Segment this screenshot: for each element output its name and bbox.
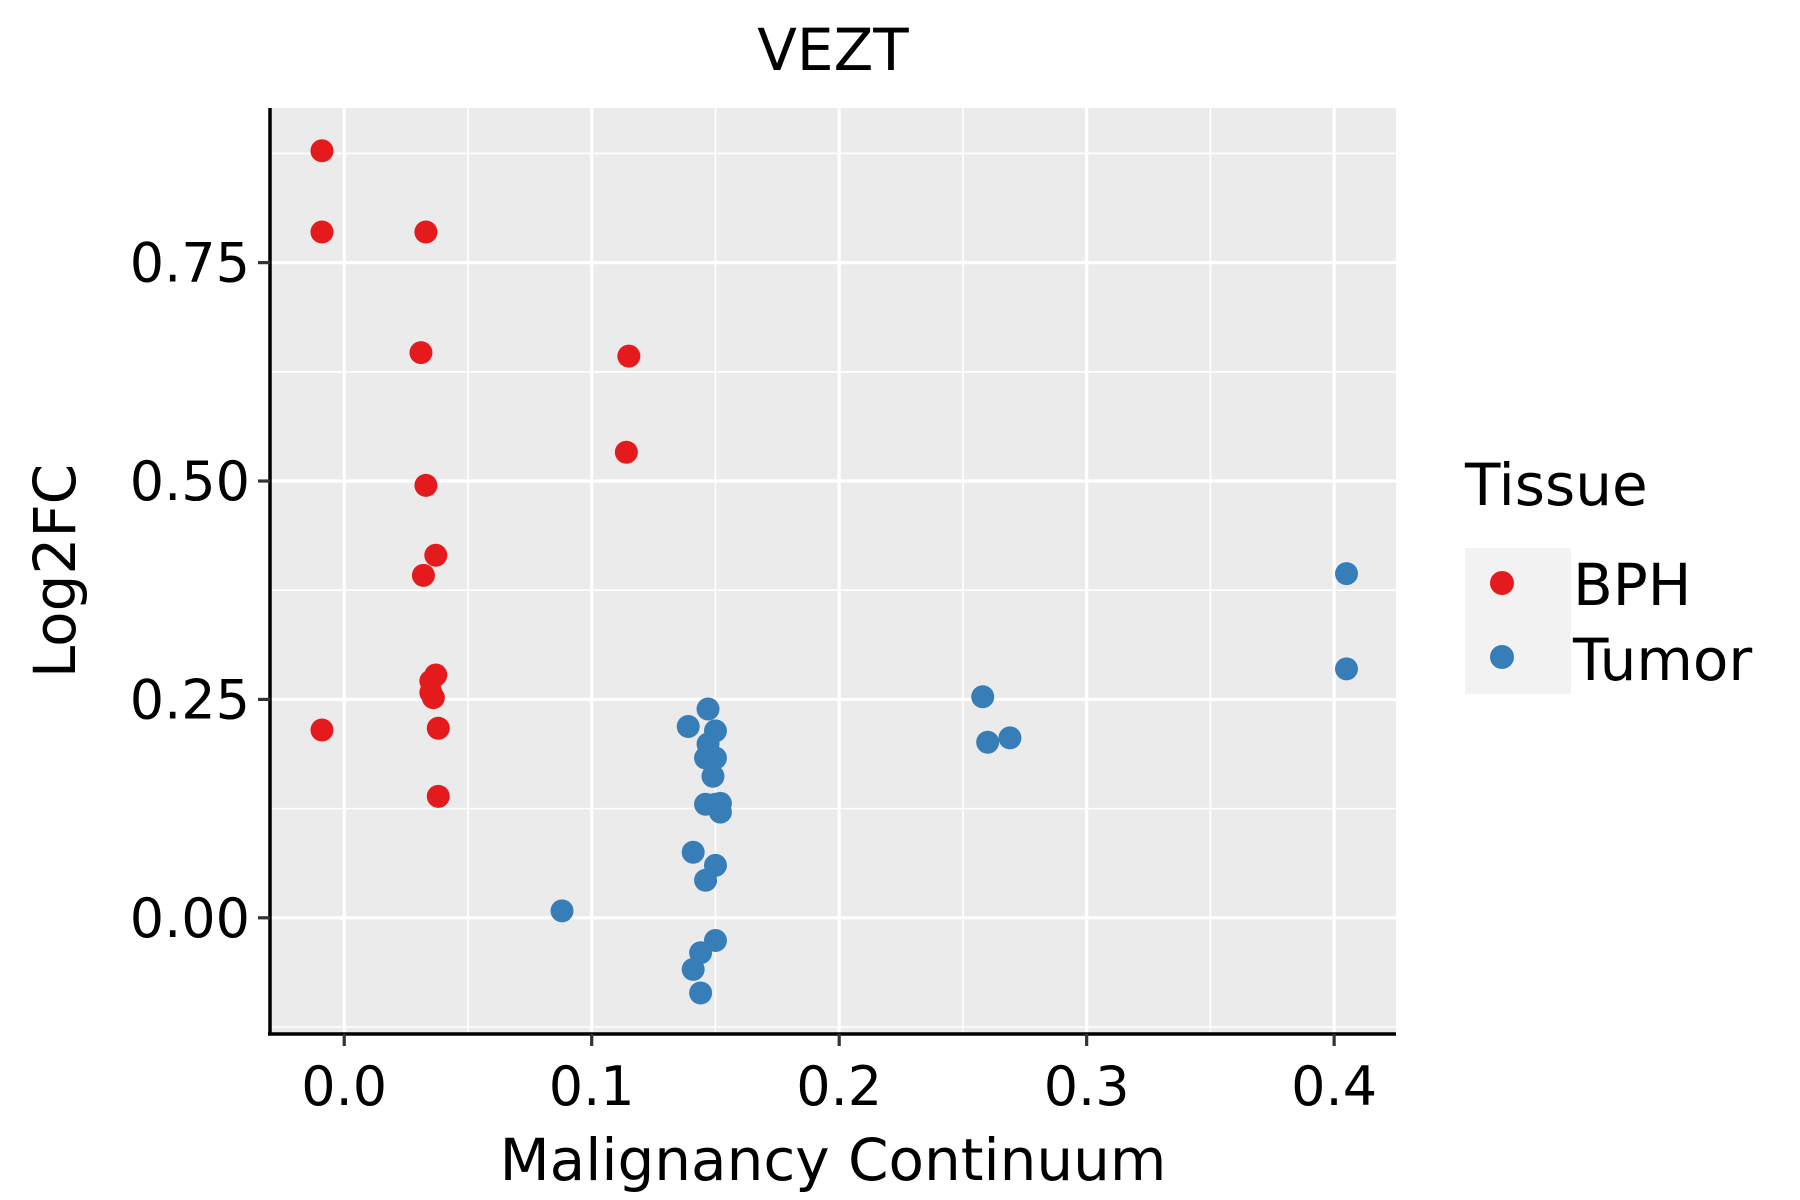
point-tumor-2 — [696, 697, 720, 721]
point-bph-4 — [414, 473, 438, 497]
chart-title: VEZT — [757, 16, 909, 84]
legend-key-tumor-icon — [1490, 645, 1514, 669]
grid-major — [270, 108, 1396, 1034]
point-bph-5 — [424, 543, 448, 567]
point-bph-13 — [426, 784, 450, 808]
point-bph-10 — [421, 686, 445, 710]
x-tick-label-4: 0.4 — [1291, 1055, 1377, 1118]
x-tick-label-2: 0.2 — [796, 1055, 882, 1118]
point-bph-1 — [310, 220, 334, 244]
point-tumor-21 — [998, 726, 1022, 750]
legend-title: Tissue — [1464, 451, 1648, 519]
point-bph-11 — [426, 716, 450, 740]
y-tick-label-0: 0.00 — [130, 887, 250, 950]
x-tick-label-1: 0.1 — [549, 1055, 635, 1118]
x-tick-label-3: 0.3 — [1044, 1055, 1130, 1118]
x-axis-title: Malignancy Continuum — [500, 1126, 1167, 1194]
y-tick-label-3: 0.75 — [130, 232, 250, 295]
legend-key-bg — [1465, 548, 1571, 694]
legend-key-bph-icon — [1490, 571, 1514, 595]
y-tick-label-2: 0.50 — [130, 450, 250, 513]
point-tumor-17 — [681, 957, 705, 981]
legend-label-bph: BPH — [1573, 551, 1691, 619]
point-tumor-7 — [701, 764, 725, 788]
y-tick-label-1: 0.25 — [130, 668, 250, 731]
point-tumor-0 — [550, 899, 574, 923]
x-tick-label-0: 0.0 — [301, 1055, 387, 1118]
point-tumor-14 — [694, 868, 718, 892]
y-axis-ticks: 0.00 0.25 0.50 0.75 — [130, 232, 270, 950]
point-tumor-6 — [703, 746, 727, 770]
point-bph-0 — [310, 139, 334, 163]
point-tumor-23 — [1335, 657, 1359, 681]
point-bph-2 — [414, 220, 438, 244]
point-bph-15 — [614, 440, 638, 464]
point-tumor-19 — [971, 685, 995, 709]
y-axis-title: Log2FC — [21, 464, 89, 678]
point-bph-14 — [617, 344, 641, 368]
data-points — [310, 139, 1359, 1005]
point-tumor-1 — [676, 714, 700, 738]
x-axis-ticks: 0.0 0.1 0.2 0.3 0.4 — [301, 1034, 1377, 1118]
point-tumor-18 — [689, 981, 713, 1005]
legend: Tissue BPH Tumor — [1464, 451, 1752, 694]
legend-label-tumor: Tumor — [1572, 626, 1752, 694]
point-tumor-12 — [681, 840, 705, 864]
point-bph-3 — [409, 341, 433, 365]
point-bph-12 — [310, 718, 334, 742]
point-tumor-22 — [1335, 562, 1359, 586]
point-bph-6 — [411, 563, 435, 587]
point-tumor-11 — [708, 800, 732, 824]
plot-panel — [270, 108, 1396, 1034]
point-tumor-20 — [976, 730, 1000, 754]
